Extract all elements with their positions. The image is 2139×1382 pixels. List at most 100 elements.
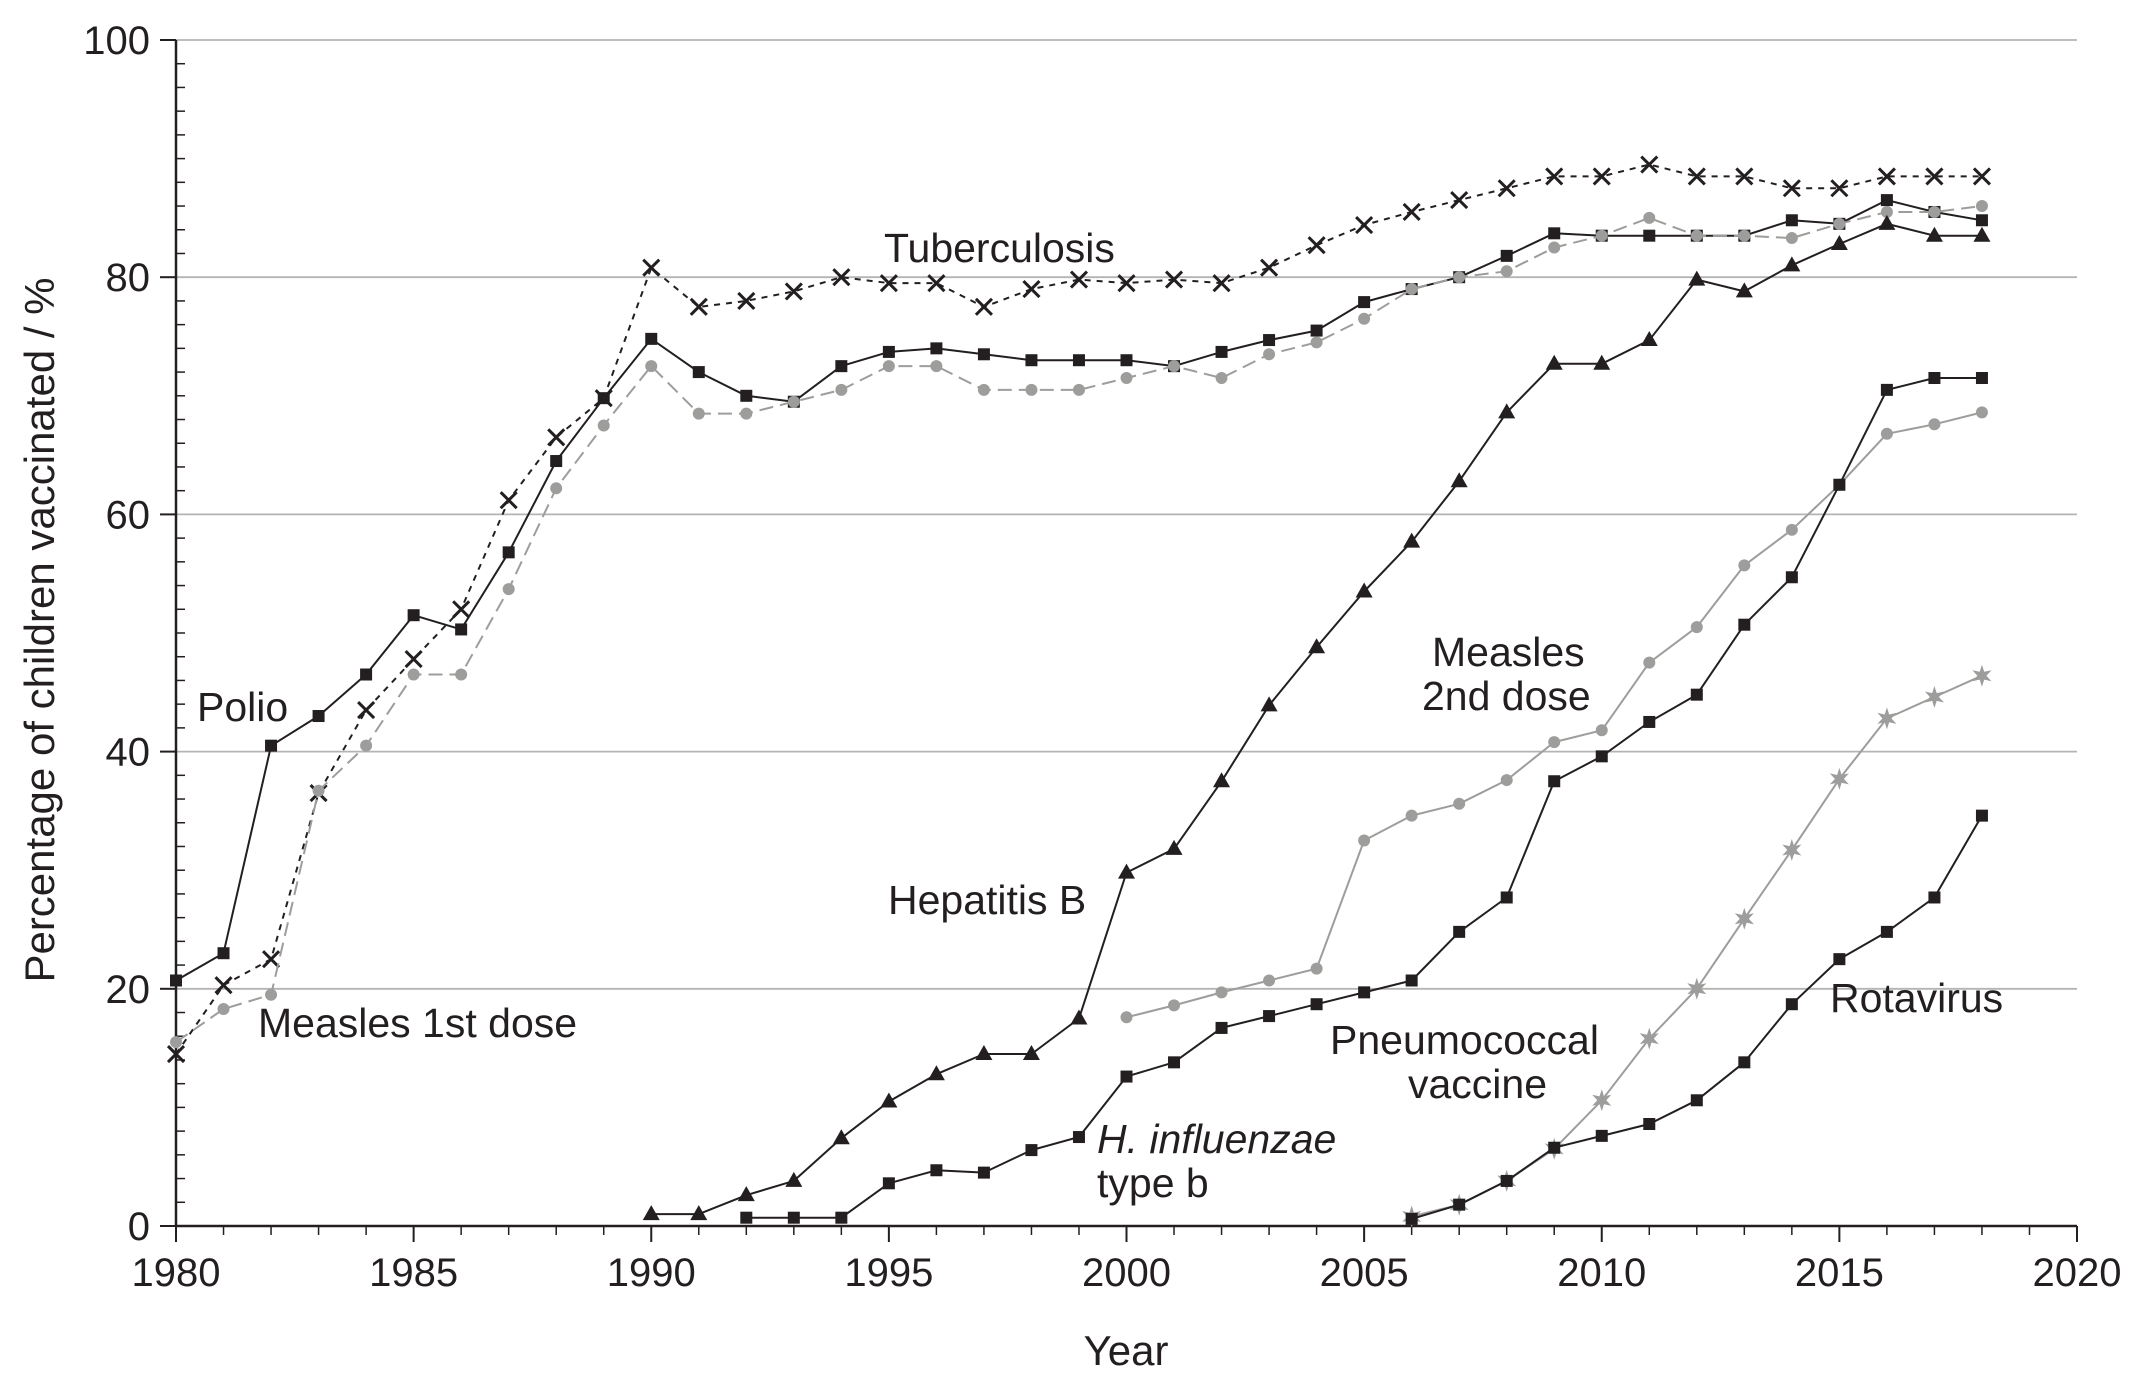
data-point [835,1211,848,1224]
data-point [1690,1094,1703,1107]
label-polio: Polio [197,684,288,730]
series-rotavirus [1405,809,1988,1225]
data-point [1453,271,1466,284]
data-point [1310,336,1323,349]
data-point [1738,229,1751,242]
data-point [1880,925,1893,938]
data-point [787,1211,800,1224]
data-point [360,668,373,681]
data-point [1687,977,1707,1000]
series-line-hepatitis-b [651,222,1982,1216]
data-point [882,360,895,373]
data-point [547,428,566,447]
data-point [1975,372,1988,385]
data-point [1545,167,1564,186]
data-point [1734,907,1754,930]
data-point [1548,775,1561,788]
data-point [407,668,420,681]
data-point [1405,974,1418,987]
data-point [1928,372,1941,385]
series-h-influenzae-type-b [740,372,1988,1224]
x-tick-label-1980: 1980 [132,1251,221,1295]
data-point [1595,750,1608,763]
data-point [1402,202,1421,222]
data-point [930,360,943,373]
data-point [1500,891,1513,904]
data-point [1025,383,1038,396]
data-point [1072,383,1085,396]
data-point [1215,372,1228,385]
data-point [502,583,515,596]
data-point [217,1002,230,1015]
series-line-tuberculosis [175,163,1982,1055]
data-point [1830,179,1849,198]
data-point [642,258,661,277]
data-point [1213,772,1231,788]
data-point [740,389,753,402]
data-point [407,609,420,622]
data-point [1928,205,1941,218]
label-measles-1st-dose: Measles 1st dose [258,1000,577,1046]
data-point [1595,724,1608,737]
x-axis-label: Year [1084,1327,1169,1374]
data-point [1453,925,1466,938]
data-point [1975,214,1988,227]
data-point [1022,279,1041,299]
data-point [1310,998,1323,1011]
data-point [1785,232,1798,245]
data-point [404,650,423,669]
series-polio [170,194,1988,987]
data-point [1405,809,1418,822]
x-tick-label-2020: 2020 [2033,1251,2122,1295]
data-point [1833,478,1846,491]
data-point [882,1177,895,1190]
data-point [1975,809,1988,822]
y-tick-label-80: 80 [106,256,151,300]
y-minor-ticks [176,62,185,1204]
series-tuberculosis [166,155,1992,1064]
data-point [1924,686,1944,708]
data-point [1358,986,1371,999]
data-point [1164,270,1184,289]
data-point [1785,523,1798,536]
series-line-h-influenzae-type-b [746,377,1982,1219]
data-point [455,668,468,681]
data-point [261,950,281,969]
data-point [689,297,708,316]
data-point [1643,656,1656,669]
data-point [1500,1174,1513,1187]
data-point [1880,194,1893,207]
data-point [879,274,898,293]
data-point [692,407,705,420]
data-point [927,1065,945,1081]
x-tick-label-1995: 1995 [844,1251,933,1295]
data-point [1069,270,1089,289]
data-point [882,345,895,358]
data-point [312,784,325,797]
data-point [1690,688,1703,701]
data-point [835,360,848,373]
data-point [1545,354,1563,370]
data-point [1975,200,1988,213]
label-hib-line2: type b [1097,1160,1209,1206]
data-point [1355,582,1373,598]
data-point [1310,962,1323,975]
data-point [832,1129,850,1145]
data-point [1595,1129,1608,1142]
label-hepatitis-b: Hepatitis B [888,877,1086,923]
data-point [1212,274,1231,293]
data-point [1358,834,1371,847]
y-tick-label-100: 100 [83,19,150,63]
data-point [1260,696,1278,712]
data-point [1880,205,1893,218]
data-point [1830,234,1848,250]
data-point [1022,1045,1040,1061]
data-point [1497,179,1516,198]
data-point [784,282,803,301]
data-point [1785,571,1798,584]
data-point [214,976,233,995]
data-point [1925,167,1944,186]
x-tick-label-1985: 1985 [369,1251,458,1295]
label-rotavirus: Rotavirus [1830,975,2003,1021]
data-point [1358,312,1371,325]
